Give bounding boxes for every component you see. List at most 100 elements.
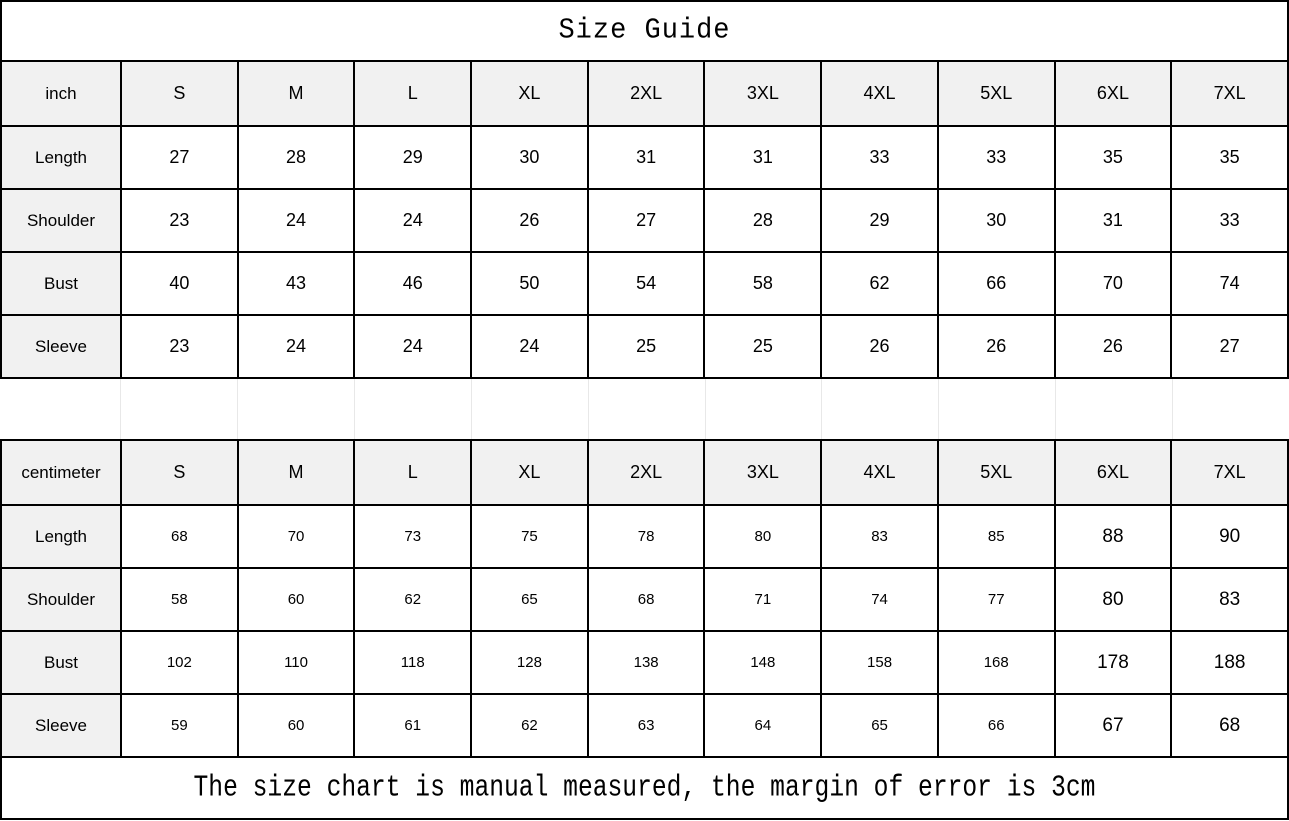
table-row: Length 27 28 29 30 31 31 33 33 35 35 <box>2 125 1287 188</box>
size-header-cell: XL <box>470 62 587 125</box>
measurement-label-cell: Bust <box>2 253 120 314</box>
measurement-value-cell: 25 <box>586 316 704 377</box>
measurement-value-cell: 83 <box>1170 569 1287 630</box>
measurement-value-cell: 27 <box>586 190 704 251</box>
measurement-label-cell: Sleeve <box>2 695 120 756</box>
measurement-value-cell: 75 <box>470 506 587 567</box>
size-header-cell: L <box>353 62 471 125</box>
size-header-cell: 7XL <box>1170 441 1287 504</box>
measurement-value-cell: 80 <box>703 506 821 567</box>
measurement-value-cell: 24 <box>470 316 587 377</box>
measurement-value-cell: 28 <box>703 190 821 251</box>
measurement-value-cell: 102 <box>120 632 237 693</box>
measurement-value-cell: 70 <box>236 506 354 567</box>
size-header-cell: L <box>353 441 471 504</box>
measurement-value-cell: 40 <box>120 253 237 314</box>
measurement-value-cell: 67 <box>1053 695 1171 756</box>
measurement-value-cell: 68 <box>586 569 704 630</box>
table-row: Bust 40 43 46 50 54 58 62 66 70 74 <box>2 251 1287 314</box>
measurement-label-cell: Length <box>2 506 120 567</box>
measurement-value-cell: 50 <box>470 253 587 314</box>
size-header-cell: 3XL <box>703 441 821 504</box>
measurement-value-cell: 60 <box>236 695 354 756</box>
measurement-value-cell: 24 <box>236 190 354 251</box>
spacer-cell <box>353 379 471 439</box>
page-title: Size Guide <box>558 15 731 47</box>
measurement-value-cell: 77 <box>936 569 1054 630</box>
measurement-value-cell: 59 <box>120 695 237 756</box>
table-row: Sleeve 23 24 24 24 25 25 26 26 26 27 <box>2 314 1287 377</box>
measurement-value-cell: 26 <box>470 190 587 251</box>
measurement-value-cell: 68 <box>120 506 237 567</box>
size-header-row: centimeter S M L XL 2XL 3XL 4XL 5XL 6XL 7XL <box>2 441 1287 504</box>
measurement-value-cell: 43 <box>236 253 354 314</box>
measurement-value-cell: 24 <box>236 316 354 377</box>
measurement-value-cell: 71 <box>703 569 821 630</box>
measurement-value-cell: 54 <box>586 253 704 314</box>
footer-row: The size chart is manual measured, the m… <box>0 756 1289 820</box>
table-row: Shoulder 58 60 62 65 68 71 74 77 80 83 <box>2 567 1287 630</box>
spacer-cell <box>938 379 1055 439</box>
measurement-value-cell: 110 <box>236 632 354 693</box>
size-header-cell: S <box>120 441 237 504</box>
measurement-label-cell: Sleeve <box>2 316 120 377</box>
measurement-value-cell: 31 <box>1053 190 1171 251</box>
measurement-value-cell: 29 <box>353 127 471 188</box>
measurement-value-cell: 78 <box>586 506 704 567</box>
size-header-cell: 6XL <box>1053 441 1171 504</box>
measurement-value-cell: 26 <box>820 316 937 377</box>
measurement-value-cell: 62 <box>820 253 937 314</box>
measurement-value-cell: 168 <box>936 632 1054 693</box>
centimeter-size-table: centimeter S M L XL 2XL 3XL 4XL 5XL 6XL 7XL Length 6… <box>0 439 1289 758</box>
measurement-value-cell: 158 <box>820 632 937 693</box>
size-header-cell: 3XL <box>703 62 821 125</box>
measurement-value-cell: 28 <box>236 127 354 188</box>
size-header-cell: 4XL <box>820 441 937 504</box>
measurement-value-cell: 35 <box>1053 127 1171 188</box>
size-header-cell: 4XL <box>820 62 937 125</box>
measurement-value-cell: 30 <box>936 190 1054 251</box>
spacer-cell <box>704 379 822 439</box>
measurement-value-cell: 26 <box>1053 316 1171 377</box>
measurement-label-cell: Shoulder <box>2 569 120 630</box>
measurement-value-cell: 58 <box>120 569 237 630</box>
measurement-value-cell: 29 <box>820 190 937 251</box>
measurement-value-cell: 74 <box>820 569 937 630</box>
measurement-value-cell: 61 <box>353 695 471 756</box>
table-row: Sleeve 59 60 61 62 63 64 65 66 67 68 <box>2 693 1287 756</box>
measurement-value-cell: 35 <box>1170 127 1287 188</box>
spacer-cell <box>1172 379 1289 439</box>
measurement-label-cell: Length <box>2 127 120 188</box>
size-header-cell: 7XL <box>1170 62 1287 125</box>
size-header-cell: 5XL <box>936 62 1054 125</box>
measurement-value-cell: 63 <box>586 695 704 756</box>
measurement-value-cell: 27 <box>1170 316 1287 377</box>
measurement-value-cell: 80 <box>1053 569 1171 630</box>
measurement-label-cell: Bust <box>2 632 120 693</box>
measurement-value-cell: 68 <box>1170 695 1287 756</box>
measurement-value-cell: 65 <box>470 569 587 630</box>
measurement-value-cell: 128 <box>470 632 587 693</box>
measurement-value-cell: 33 <box>1170 190 1287 251</box>
size-header-row: inch S M L XL 2XL 3XL 4XL 5XL 6XL 7XL <box>2 62 1287 125</box>
measurement-value-cell: 65 <box>820 695 937 756</box>
size-header-cell: M <box>236 441 354 504</box>
measurement-value-cell: 33 <box>936 127 1054 188</box>
measurement-value-cell: 24 <box>353 316 471 377</box>
spacer-cell <box>470 379 588 439</box>
measurement-value-cell: 74 <box>1170 253 1287 314</box>
spacer-row <box>0 377 1289 441</box>
measurement-value-cell: 31 <box>703 127 821 188</box>
spacer-cell <box>0 379 120 439</box>
inch-size-table: inch S M L XL 2XL 3XL 4XL 5XL 6XL 7XL Length 27 28 29 3… <box>0 60 1289 379</box>
spacer-cell <box>1055 379 1172 439</box>
spacer-cell <box>587 379 705 439</box>
measurement-value-cell: 27 <box>120 127 237 188</box>
measurement-value-cell: 85 <box>936 506 1054 567</box>
size-header-cell: 5XL <box>936 441 1054 504</box>
table-row: Shoulder 23 24 24 26 27 28 29 30 31 33 <box>2 188 1287 251</box>
measurement-value-cell: 83 <box>820 506 937 567</box>
measurement-value-cell: 58 <box>703 253 821 314</box>
spacer-cell <box>120 379 237 439</box>
measurement-value-cell: 148 <box>703 632 821 693</box>
